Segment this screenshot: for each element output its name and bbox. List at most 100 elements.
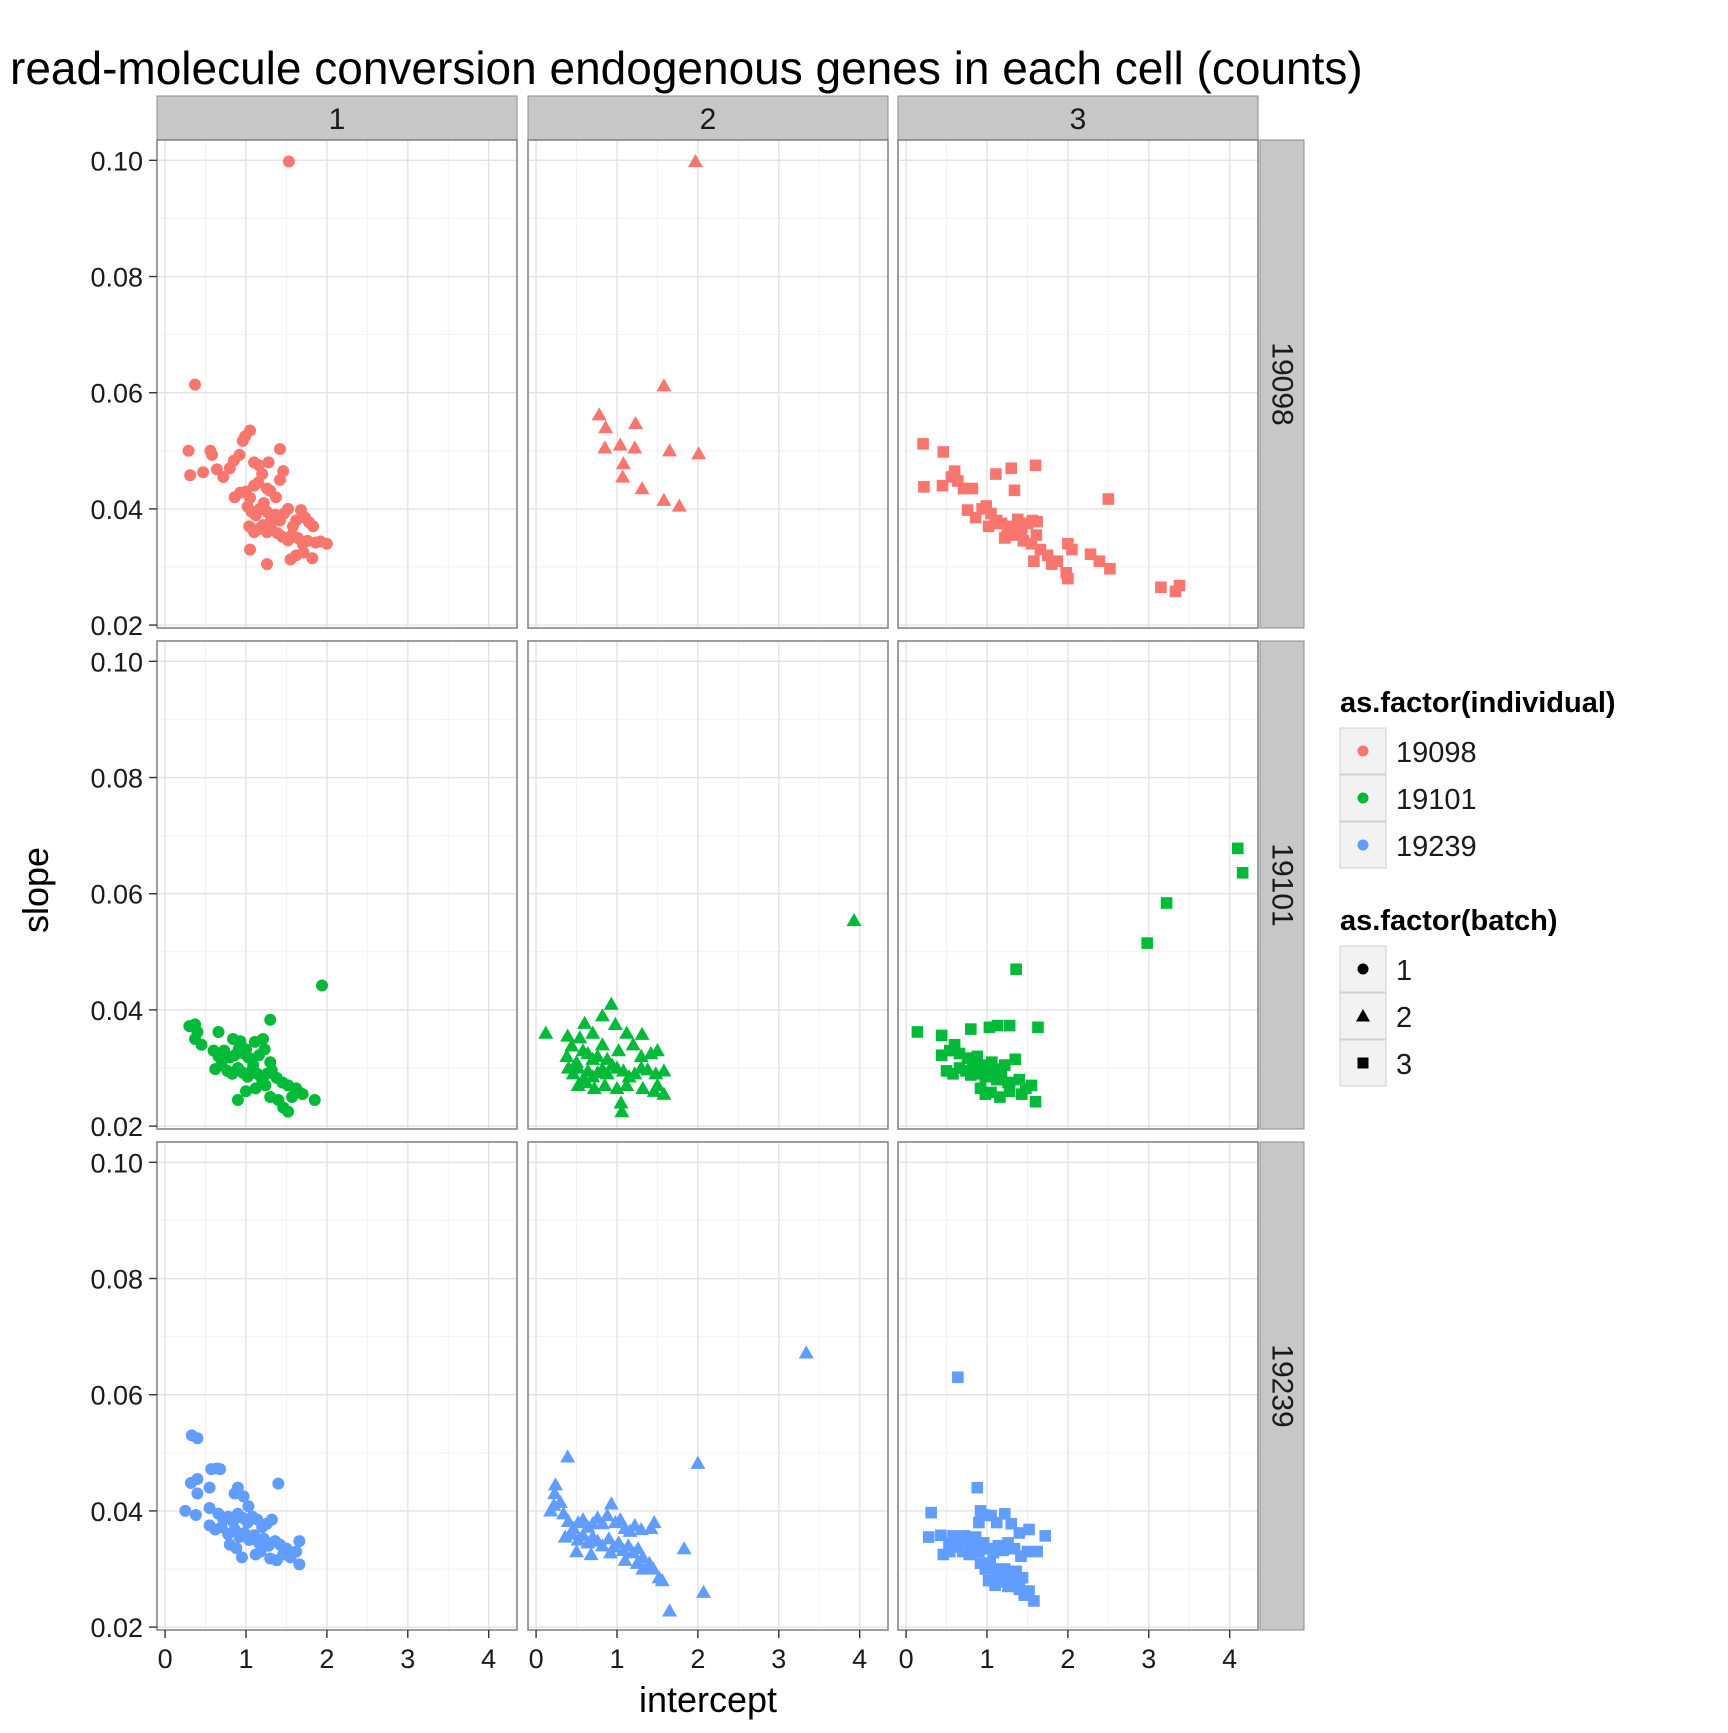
point-square — [950, 1541, 963, 1553]
point-circle — [261, 558, 274, 571]
point-square — [986, 1056, 998, 1068]
point-square — [987, 1546, 1000, 1559]
x-tick-label: 4 — [481, 1644, 496, 1674]
point-square — [974, 1082, 987, 1095]
point-square — [995, 1575, 1008, 1588]
point-triangle — [599, 1508, 615, 1522]
point-square — [982, 520, 995, 533]
point-square — [1005, 462, 1018, 475]
point-square — [1084, 548, 1097, 561]
point-square — [1028, 555, 1040, 567]
point-square — [1017, 535, 1030, 547]
point-circle — [214, 1463, 227, 1476]
point-square — [984, 1557, 997, 1569]
point-circle — [293, 1535, 306, 1548]
point-square — [953, 1062, 966, 1074]
point-square — [1002, 1076, 1014, 1089]
point-square — [969, 1531, 982, 1543]
point-circle — [297, 546, 310, 559]
point-square — [1003, 1085, 1016, 1098]
chart-title: read-molecule conversion endogenous gene… — [10, 42, 1363, 94]
point-square — [1039, 1530, 1052, 1542]
point-square — [985, 1086, 997, 1099]
point-square — [943, 1044, 956, 1057]
point-square — [1001, 526, 1014, 538]
point-triangle — [591, 407, 607, 421]
panel-background — [157, 140, 517, 628]
panel-background — [528, 1142, 888, 1630]
y-tick-label: 0.08 — [90, 1265, 143, 1295]
point-circle — [189, 378, 202, 391]
point-triangle — [625, 1037, 641, 1051]
point-circle — [254, 1545, 267, 1558]
point-circle — [269, 491, 282, 504]
point-square — [969, 511, 982, 524]
x-axis-title: intercept — [639, 1679, 777, 1720]
y-tick-label: 0.10 — [90, 146, 143, 176]
point-triangle — [612, 1512, 628, 1526]
point-square — [1062, 537, 1074, 550]
point-triangle — [654, 1573, 670, 1587]
point-triangle — [676, 1541, 692, 1555]
point-circle — [291, 1085, 304, 1098]
point-circle — [316, 979, 329, 992]
x-tick-label: 4 — [852, 1644, 867, 1674]
point-triangle — [798, 1345, 814, 1359]
point-square — [998, 1563, 1011, 1575]
point-square — [1236, 867, 1249, 879]
point-square — [991, 1019, 1004, 1032]
facet-strip-col-label: 1 — [329, 103, 346, 136]
legend-color-swatch — [1357, 792, 1369, 804]
point-circle — [235, 1551, 248, 1564]
point-triangle — [630, 1541, 646, 1555]
point-square — [971, 1050, 984, 1063]
point-circle — [256, 1032, 269, 1045]
point-square — [1021, 1545, 1034, 1558]
point-triangle — [846, 912, 862, 927]
facet-strip-row-19098 — [1259, 139, 1305, 629]
legend-shape-label: 3 — [1396, 1049, 1412, 1081]
point-triangle — [617, 1552, 633, 1566]
point-triangle — [538, 1025, 554, 1039]
point-triangle — [649, 1077, 665, 1092]
point-triangle — [635, 1080, 651, 1094]
point-square — [943, 1537, 955, 1549]
point-triangle — [628, 416, 644, 430]
point-square — [997, 1544, 1009, 1557]
panel-background — [898, 140, 1258, 628]
point-square — [1062, 572, 1074, 585]
point-circle — [272, 1477, 285, 1490]
point-square — [947, 1068, 959, 1080]
x-tick-label: 2 — [319, 1644, 334, 1674]
point-triangle — [560, 1028, 576, 1042]
point-triangle — [671, 498, 687, 512]
point-square — [961, 504, 974, 516]
point-square — [1169, 585, 1182, 598]
point-square — [952, 475, 964, 487]
x-tick-label: 4 — [1222, 1644, 1237, 1674]
point-triangle — [564, 1038, 580, 1052]
point-circle — [189, 1508, 202, 1521]
facet-strip-col-label: 2 — [700, 103, 717, 136]
point-triangle — [656, 1063, 672, 1077]
point-triangle — [662, 1603, 678, 1617]
y-axis-title: slope — [15, 847, 56, 933]
point-square — [1008, 484, 1021, 497]
point-triangle — [559, 1048, 575, 1063]
point-circle — [239, 1085, 252, 1098]
point-square — [1104, 562, 1116, 575]
point-square — [977, 1509, 990, 1521]
point-circle — [259, 1079, 272, 1092]
y-tick-label: 0.06 — [90, 880, 143, 910]
point-triangle — [645, 1561, 661, 1575]
point-square — [989, 517, 1001, 530]
point-square — [1008, 1542, 1021, 1555]
point-square — [1034, 543, 1047, 556]
x-tick-label: 1 — [979, 1644, 994, 1674]
point-triangle — [594, 1037, 610, 1051]
point-triangle — [599, 1066, 615, 1080]
x-tick-label: 0 — [899, 1644, 914, 1674]
point-square — [956, 1545, 969, 1558]
